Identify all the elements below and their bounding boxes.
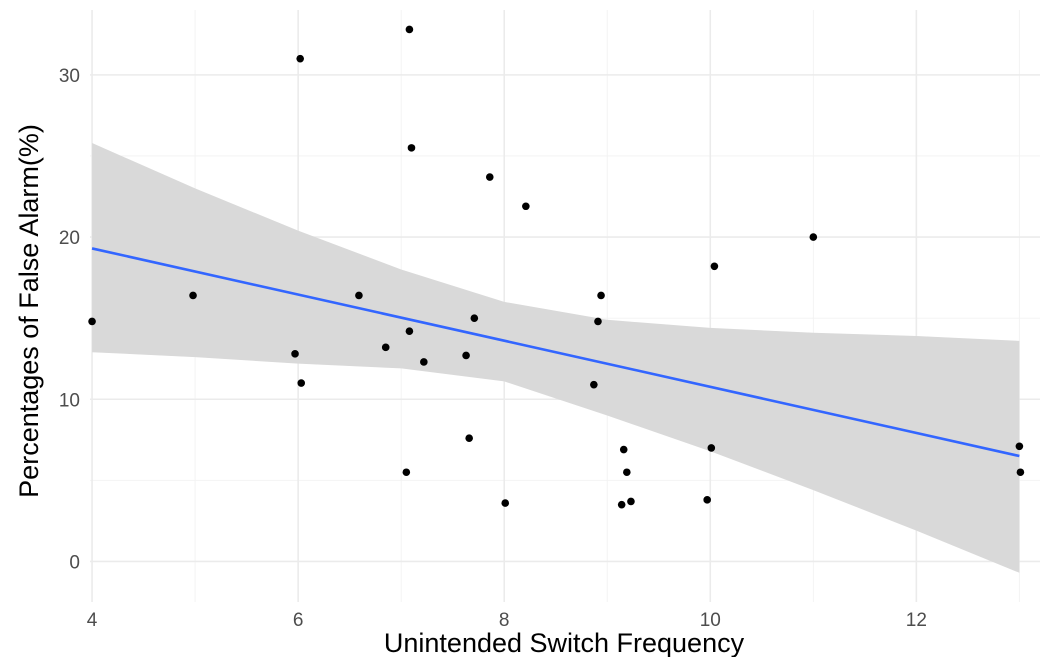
data-point [522,202,530,211]
data-point [381,343,390,352]
data-point [462,351,470,360]
data-point [619,445,628,454]
confidence-band [92,143,1020,573]
data-point [590,380,598,389]
data-point [407,144,416,152]
y-tick-label: 30 [59,66,80,87]
data-point [291,350,299,358]
y-axis-title: Percentages of False Alarm(%) [14,124,44,498]
y-tick-label: 0 [69,552,80,573]
data-point [623,468,631,477]
data-point [405,327,414,335]
data-point [402,468,411,477]
data-point [501,499,510,507]
data-point [707,444,716,452]
data-point [594,317,602,326]
data-point [296,54,304,63]
data-point [597,291,605,300]
y-tick-labels: 0 10 20 30 [59,66,80,574]
data-point [88,317,96,326]
x-tick-label: 4 [87,610,98,631]
data-point [627,497,635,506]
data-points [88,25,1025,509]
x-tick-label: 12 [906,610,927,631]
x-tick-label: 10 [700,610,721,631]
data-point [189,291,197,300]
data-point [485,173,494,181]
data-point [1016,468,1025,477]
y-tick-label: 20 [59,228,80,249]
x-tick-labels: 4 6 8 10 12 [87,610,927,631]
data-point [617,500,626,509]
data-point [1015,442,1024,451]
x-tick-label: 8 [499,610,510,631]
data-point [470,314,479,322]
x-axis-title: Unintended Switch Frequency [384,628,745,657]
data-point [420,358,428,366]
y-tick-label: 10 [59,390,80,411]
data-point [809,233,818,241]
data-point [710,262,719,271]
regression-line [91,247,1020,458]
data-point [297,379,306,387]
data-point [703,496,711,504]
x-tick-label: 6 [293,610,304,631]
data-point [405,25,414,34]
data-point [465,434,473,442]
data-point [355,291,363,300]
